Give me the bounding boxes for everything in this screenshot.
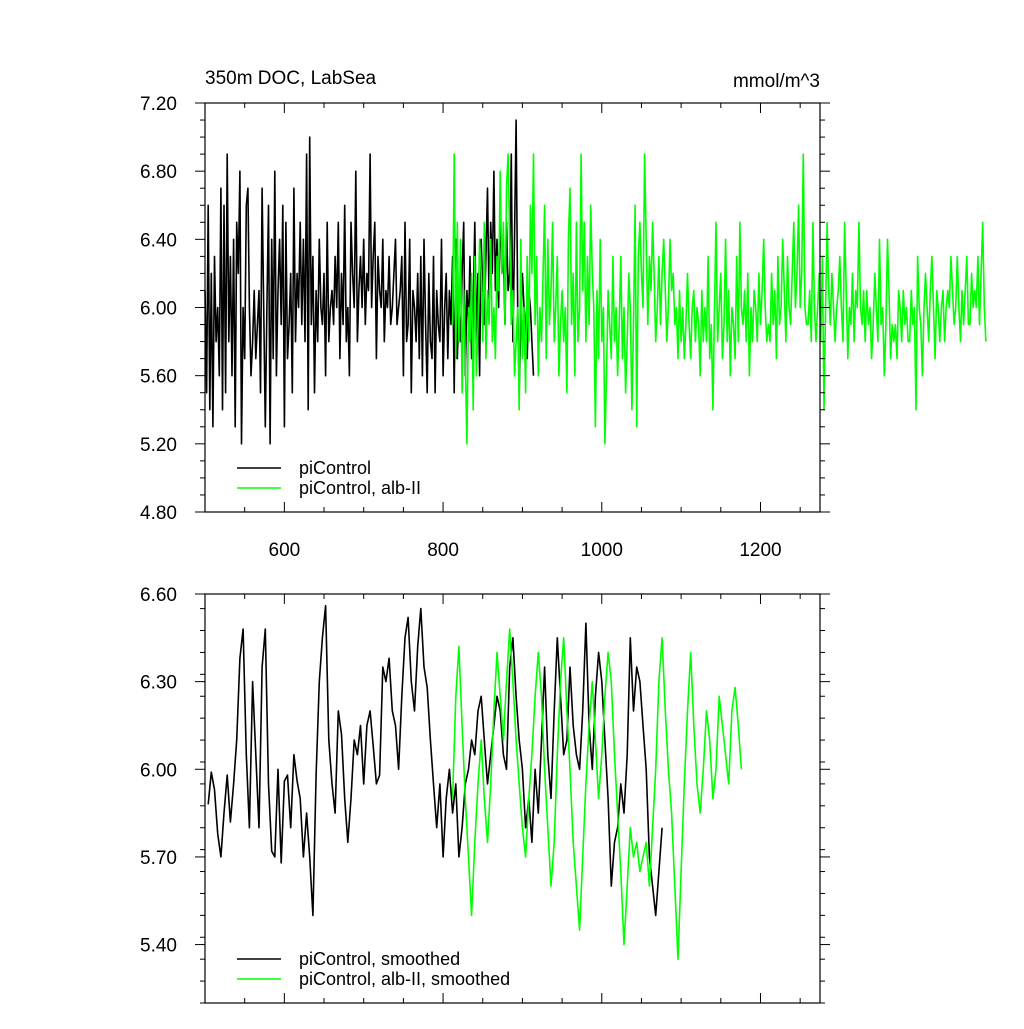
units-label: mmol/m^3 bbox=[733, 71, 820, 92]
y-tick-label: 5.60 bbox=[140, 367, 177, 388]
x-tick-label: 1000 bbox=[581, 540, 623, 561]
chart-title: 350m DOC, LabSea bbox=[205, 68, 377, 89]
y-tick-label: 6.80 bbox=[140, 162, 177, 183]
y-tick-label: 4.80 bbox=[140, 503, 177, 524]
y-tick-label: 5.20 bbox=[140, 435, 177, 456]
y-tick-label: 6.00 bbox=[140, 760, 177, 781]
y-tick-label: 6.30 bbox=[140, 673, 177, 694]
plot-frame bbox=[204, 593, 821, 1004]
y-tick-label: 5.40 bbox=[140, 936, 177, 957]
y-tick-label: 7.20 bbox=[140, 94, 177, 115]
y-tick-label: 5.70 bbox=[140, 848, 177, 869]
chart-panel-1: 600 800 1000 1200 4.80 5.20 5.60 6.00 6.40 6.80 7.… bbox=[140, 68, 987, 561]
series-line-1-1 bbox=[204, 119, 535, 445]
legend-label: piControl, smoothed bbox=[299, 949, 460, 969]
series-line-2-1 bbox=[207, 604, 663, 917]
legend-label: piControl, alb-II, smoothed bbox=[299, 969, 510, 989]
chart-panel-2: 5.40 5.70 6.00 6.30 6.60 piControl, smoothedp… bbox=[140, 585, 830, 1004]
series-line-1-2 bbox=[451, 153, 987, 445]
y-tick-label: 6.40 bbox=[140, 230, 177, 251]
x-tick-label: 600 bbox=[269, 540, 301, 561]
series-line-2-2 bbox=[451, 628, 743, 961]
x-tick-label: 800 bbox=[427, 540, 459, 561]
y-tick-label: 6.00 bbox=[140, 299, 177, 320]
y-tick-label: 6.60 bbox=[140, 585, 177, 606]
x-tick-label: 1200 bbox=[739, 540, 781, 561]
legend-label: piControl, alb-II bbox=[299, 478, 421, 498]
legend-label: piControl bbox=[299, 458, 371, 478]
